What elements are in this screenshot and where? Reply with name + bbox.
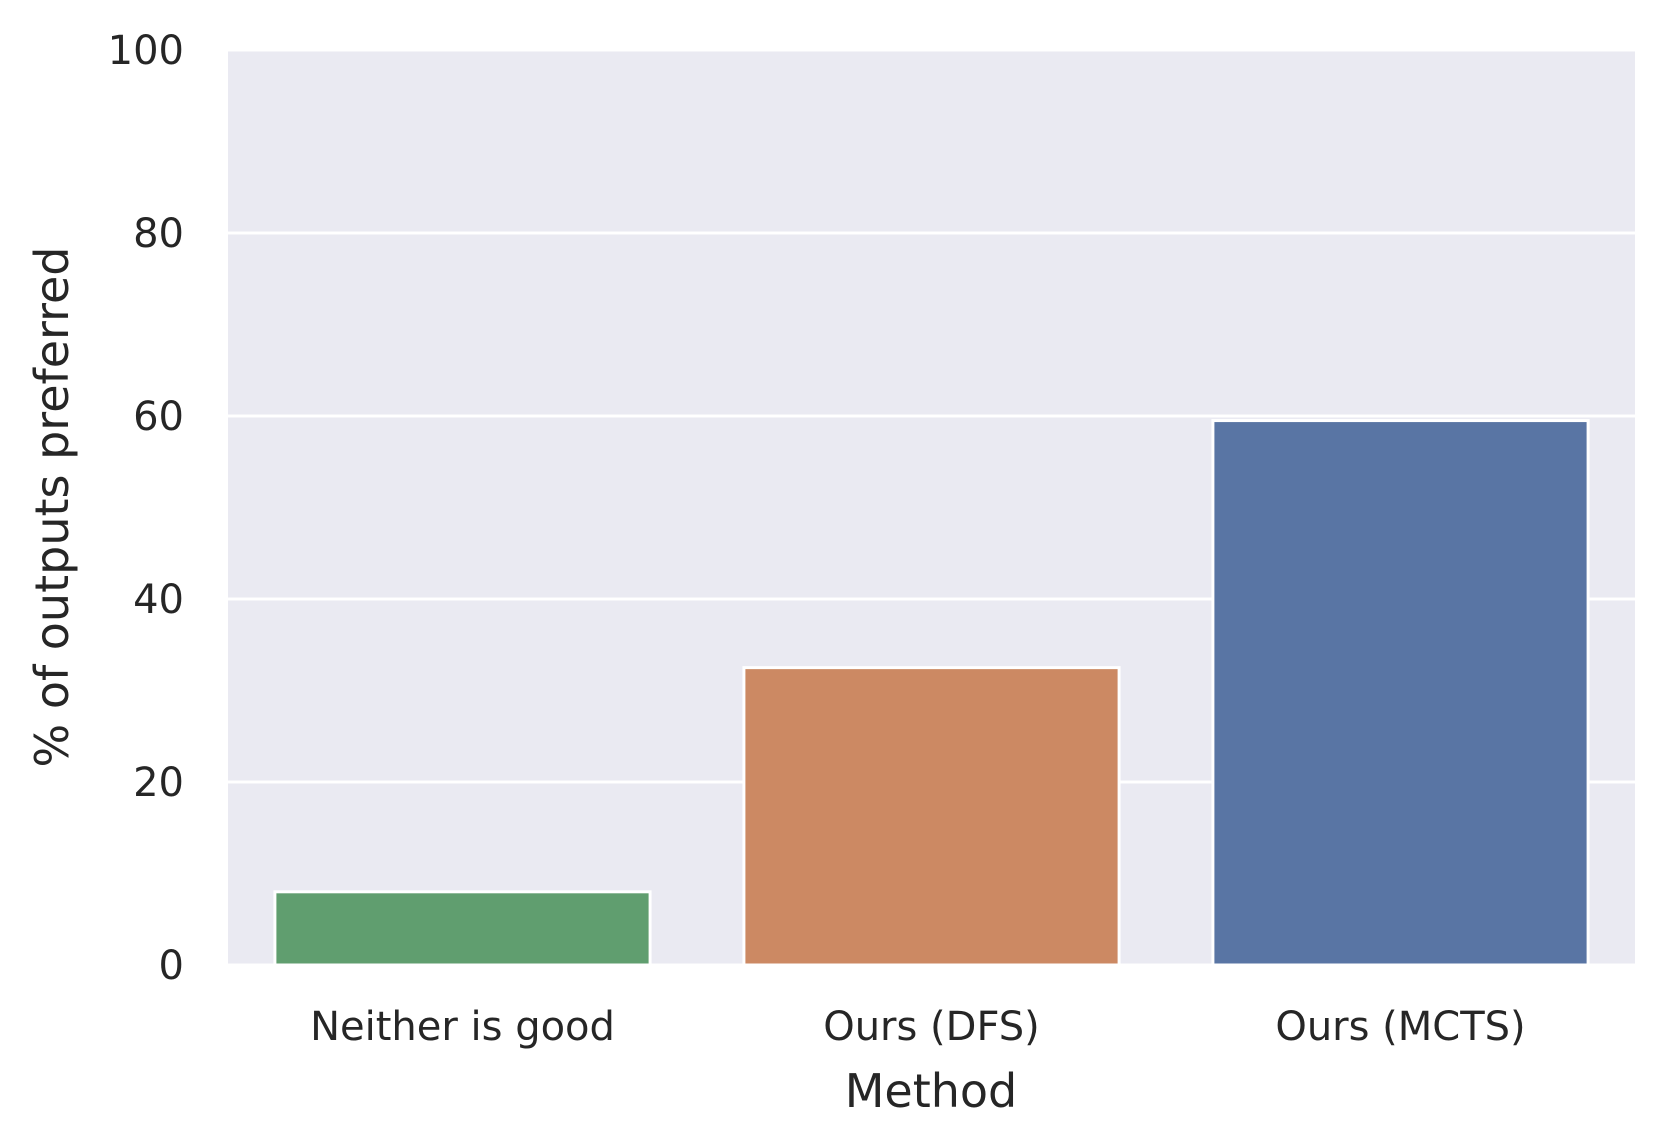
x-axis-title: Method bbox=[845, 1064, 1018, 1118]
y-tick-label: 100 bbox=[108, 28, 184, 74]
x-tick-label: Neither is good bbox=[310, 1004, 615, 1050]
bars bbox=[273, 419, 1590, 967]
x-tick-label: Ours (DFS) bbox=[823, 1004, 1040, 1050]
y-tick-label: 40 bbox=[133, 577, 184, 623]
y-tick-label: 60 bbox=[133, 394, 184, 440]
x-tick-labels: Neither is good Ours (DFS) Ours (MCTS) bbox=[310, 1004, 1526, 1050]
y-tick-label: 80 bbox=[133, 211, 184, 257]
y-tick-label: 20 bbox=[133, 760, 184, 806]
x-tick-label: Ours (MCTS) bbox=[1275, 1004, 1525, 1050]
y-tick-labels: 0 20 40 60 80 100 bbox=[108, 28, 184, 989]
y-axis-title: % of outputs preferred bbox=[25, 246, 79, 767]
bar bbox=[742, 666, 1121, 967]
bar bbox=[1211, 419, 1590, 967]
bar bbox=[273, 890, 652, 967]
y-tick-label: 0 bbox=[159, 943, 184, 989]
